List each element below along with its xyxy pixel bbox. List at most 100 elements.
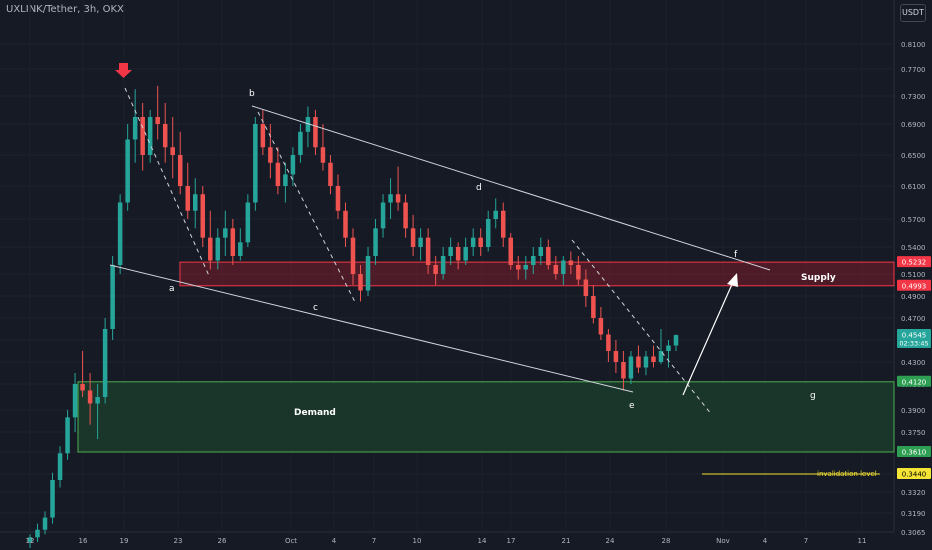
x-tick-label: 10: [413, 537, 422, 545]
candle: [440, 247, 446, 280]
projection-arrowhead: [727, 273, 738, 287]
y-tick-label: 0.5700: [901, 216, 926, 224]
candle: [35, 523, 40, 542]
candle: [208, 210, 213, 270]
x-tick-label: 12: [26, 537, 35, 545]
demand-zone: [77, 381, 895, 453]
candle: [561, 256, 566, 285]
candle: [666, 340, 671, 368]
x-tick-label: 28: [662, 537, 671, 545]
price-badge: 0.4120: [897, 375, 931, 387]
invalidation-label: invalidation level: [817, 470, 877, 478]
x-tick-label: 24: [606, 537, 615, 545]
x-tick-label: Oct: [285, 537, 297, 545]
chart-header: UXLINK/Tether, 3h, OKX: [6, 4, 124, 15]
candle: [538, 237, 544, 265]
wave-label-g: g: [810, 391, 816, 401]
y-tick-label: 0.3190: [901, 510, 926, 518]
candle: [268, 124, 273, 179]
y-tick-label: 0.3065: [901, 529, 926, 537]
candle: [485, 210, 491, 252]
wave-label-f: f: [734, 250, 738, 260]
candle: [117, 194, 123, 274]
candle: [373, 219, 378, 265]
candle: [613, 340, 619, 373]
x-tick-label: 7: [372, 537, 376, 545]
candle: [238, 228, 243, 261]
candle: [478, 228, 483, 256]
candle: [380, 194, 386, 238]
supply-zone: [179, 261, 895, 287]
candle: [576, 256, 581, 285]
y-tick-label: 0.6900: [901, 121, 926, 129]
candle: [320, 124, 326, 171]
wave-label-b: b: [249, 89, 255, 99]
candle: [290, 147, 296, 186]
svg-text:0.4993: 0.4993: [902, 282, 927, 290]
candle: [673, 334, 679, 351]
top-marker-arrow: [115, 63, 132, 78]
candle: [531, 247, 536, 274]
candle: [388, 178, 393, 219]
upper-trendline: [251, 105, 771, 271]
candle: [643, 351, 649, 376]
candle: [95, 384, 100, 440]
candle: [215, 228, 221, 270]
y-tick-label: 0.3750: [901, 429, 926, 437]
candle: [27, 534, 33, 548]
wave-label-e: e: [629, 401, 635, 411]
y-tick-label: 0.8100: [901, 41, 926, 49]
candle: [621, 351, 626, 391]
candle: [500, 202, 506, 247]
candle: [365, 247, 371, 296]
x-tick-label: 7: [804, 537, 808, 545]
dashed-line-2: [257, 111, 356, 303]
candle: [425, 228, 431, 274]
candles: [27, 85, 679, 548]
svg-text:0.4120: 0.4120: [902, 378, 927, 386]
x-tick-label: 26: [218, 537, 227, 545]
y-tick-label: 0.3900: [901, 407, 926, 415]
y-tick-label: 0.4300: [901, 359, 926, 367]
candle: [591, 285, 596, 324]
x-axis: 12 16 19 23 26 Oct 4 7 10 14 17 21 24 28 Nov 4 7 11: [26, 537, 867, 545]
candle: [358, 265, 363, 302]
candle: [305, 106, 311, 148]
projection-arrow: [682, 281, 734, 396]
candle: [110, 256, 115, 340]
x-tick-label: 19: [120, 537, 129, 545]
candle: [403, 194, 408, 238]
x-tick-label: 16: [79, 537, 88, 545]
candle: [636, 345, 641, 373]
candle: [200, 186, 206, 247]
candle: [395, 166, 401, 211]
candle: [583, 269, 589, 307]
x-tick-label: Nov: [716, 537, 730, 545]
candle: [185, 162, 190, 219]
candle: [57, 446, 63, 488]
candle: [523, 256, 529, 280]
candle: [132, 89, 138, 163]
price-badge: 0.3440: [897, 468, 931, 479]
supply-label: Supply: [801, 273, 836, 283]
dashed-line-1: [124, 87, 211, 279]
candle: [283, 162, 288, 203]
price-badge: 0.3610: [897, 446, 931, 457]
candle: [147, 110, 153, 163]
candle: [493, 198, 498, 229]
candle: [343, 202, 348, 247]
candle: [102, 318, 108, 404]
candle: [410, 214, 416, 256]
candle: [463, 237, 468, 265]
wave-labels: a b c d e f g: [169, 89, 816, 411]
candle: [628, 351, 634, 384]
currency-button[interactable]: USDT: [900, 4, 926, 22]
y-tick-label: 0.6100: [901, 183, 926, 191]
x-tick-label: 14: [478, 537, 487, 545]
candle: [516, 256, 521, 280]
candle: [193, 178, 198, 229]
candle: [313, 110, 318, 155]
